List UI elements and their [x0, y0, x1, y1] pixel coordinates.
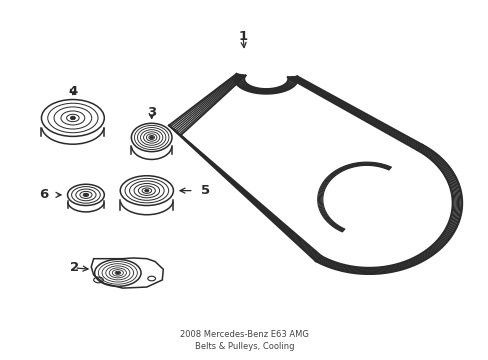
- Text: 4: 4: [68, 85, 77, 98]
- Ellipse shape: [116, 272, 120, 274]
- Text: 3: 3: [147, 106, 156, 119]
- Text: 6: 6: [40, 188, 49, 201]
- Text: 5: 5: [201, 184, 210, 197]
- Ellipse shape: [144, 189, 149, 192]
- Ellipse shape: [149, 136, 153, 139]
- Text: 1: 1: [238, 30, 247, 43]
- Text: 2: 2: [70, 261, 79, 274]
- Ellipse shape: [70, 116, 75, 120]
- Ellipse shape: [84, 194, 87, 196]
- Text: 2008 Mercedes-Benz E63 AMG
Belts & Pulleys, Cooling: 2008 Mercedes-Benz E63 AMG Belts & Pulle…: [180, 330, 308, 351]
